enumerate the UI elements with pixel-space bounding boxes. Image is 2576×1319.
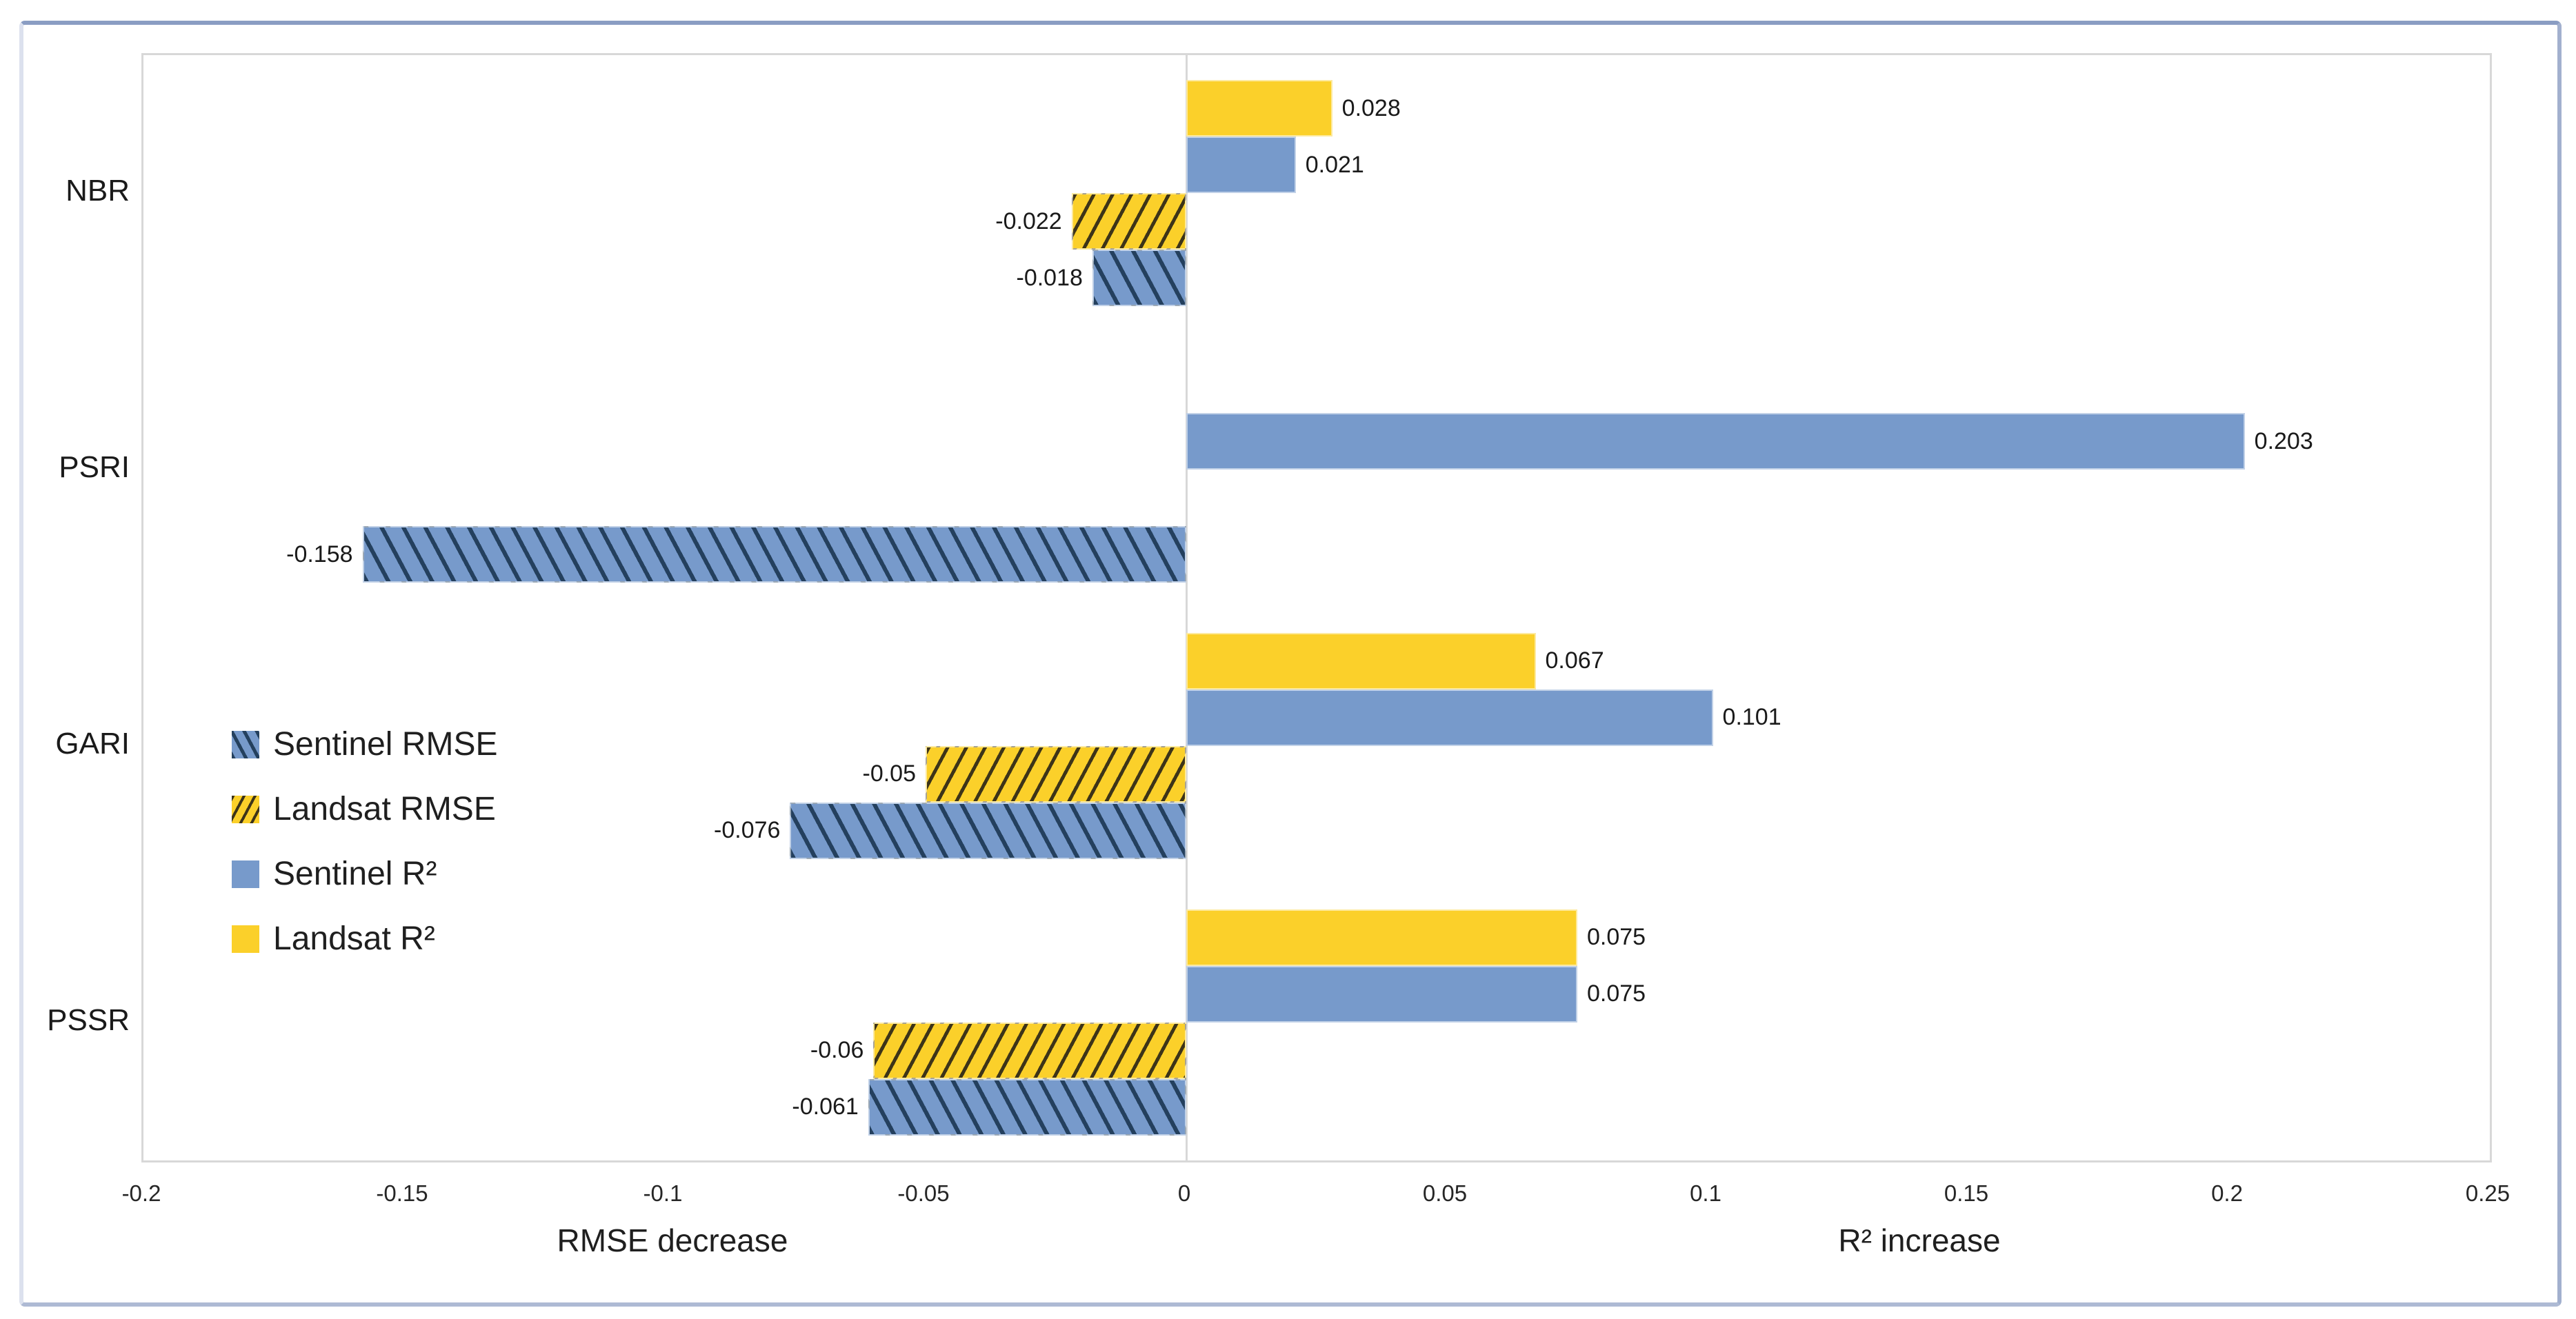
bar-value-label: -0.018: [1016, 264, 1083, 291]
legend-label: Sentinel R²: [273, 856, 437, 892]
x-axis-tick: -0.15: [376, 1180, 428, 1206]
bar-landsat-rmse-pssr: [873, 1022, 1186, 1079]
legend-item-landsat-r2: Landsat R²: [232, 920, 497, 958]
x-axis-tick: -0.1: [643, 1180, 683, 1206]
bar-value-label: 0.028: [1341, 94, 1401, 121]
bar-landsat-r2-pssr: [1186, 909, 1577, 966]
bar-value-label: 0.075: [1587, 980, 1646, 1007]
x-axis-tick: 0.2: [2211, 1180, 2243, 1206]
bar-sentinel-rmse-gari: [790, 802, 1186, 859]
x-axis-title-right: R² increase: [1838, 1222, 2001, 1258]
x-axis-title-left: RMSE decrease: [557, 1222, 788, 1258]
x-axis-ticks: -0.2 -0.15 -0.1 -0.05 0 0.05 0.1 0.15 0.2 0.25: [122, 1158, 2510, 1207]
bar-value-label: 0.203: [2254, 427, 2313, 454]
bar-value-label: -0.158: [286, 541, 353, 567]
legend-item-sentinel-rmse: Sentinel RMSE: [232, 725, 497, 763]
category-label-gari: GARI: [55, 726, 130, 761]
bar-sentinel-r2-nbr: [1186, 137, 1296, 194]
bar-value-label: -0.076: [714, 817, 781, 844]
legend: Sentinel RMSE Landsat RMSE Sentinel R² Land…: [232, 725, 497, 958]
category-label-psri: PSRI: [59, 450, 130, 485]
category-label-pssr: PSSR: [47, 1003, 130, 1037]
plot-area: Sentinel RMSE Landsat RMSE Sentinel R² Land…: [141, 53, 2492, 1162]
bar-landsat-r2-gari: [1186, 632, 1536, 689]
bar-landsat-rmse-nbr: [1071, 193, 1186, 250]
bar-sentinel-r2-psri: [1186, 413, 2245, 470]
bar-landsat-r2-nbr: [1186, 80, 1332, 137]
bar-value-label: -0.06: [810, 1037, 864, 1064]
bar-value-label: -0.022: [995, 208, 1062, 234]
bar-sentinel-rmse-nbr: [1092, 250, 1186, 307]
legend-label: Sentinel RMSE: [273, 726, 498, 763]
legend-item-landsat-rmse: Landsat RMSE: [232, 790, 497, 828]
zero-axis-line: [1185, 55, 1188, 1160]
legend-swatch-landsat-r2: [232, 925, 259, 953]
bar-value-label: 0.101: [1722, 704, 1781, 731]
legend-label: Landsat RMSE: [273, 791, 496, 827]
legend-swatch-landsat-rmse: [232, 795, 259, 823]
legend-label: Landsat R²: [273, 920, 435, 957]
legend-item-sentinel-r2: Sentinel R²: [232, 855, 497, 893]
bar-value-label: -0.05: [862, 761, 917, 787]
x-axis-tick: -0.05: [897, 1180, 950, 1206]
y-axis-category-labels: NBR PSRI GARI PSSR: [0, 53, 130, 1158]
x-axis-tick: -0.2: [121, 1180, 161, 1206]
bar-sentinel-r2-gari: [1186, 689, 1713, 746]
x-axis-tick: 0: [1177, 1180, 1191, 1206]
category-label-nbr: NBR: [66, 174, 130, 208]
bar-landsat-rmse-gari: [926, 745, 1186, 803]
x-axis-tick: 0.15: [1944, 1180, 1989, 1206]
bar-value-label: 0.021: [1305, 151, 1364, 178]
x-axis-tick: 0.25: [2465, 1180, 2510, 1206]
bar-value-label: -0.061: [792, 1094, 859, 1120]
legend-swatch-sentinel-rmse: [232, 730, 259, 758]
x-axis-tick: 0.1: [1690, 1180, 1721, 1206]
bar-value-label: 0.075: [1587, 924, 1646, 951]
bar-sentinel-rmse-pssr: [868, 1078, 1186, 1136]
bar-sentinel-r2-pssr: [1186, 965, 1577, 1023]
bar-value-label: 0.067: [1545, 647, 1604, 674]
bar-sentinel-rmse-psri: [362, 526, 1186, 583]
x-axis-tick: 0.05: [1422, 1180, 1468, 1206]
legend-swatch-sentinel-r2: [232, 860, 259, 888]
